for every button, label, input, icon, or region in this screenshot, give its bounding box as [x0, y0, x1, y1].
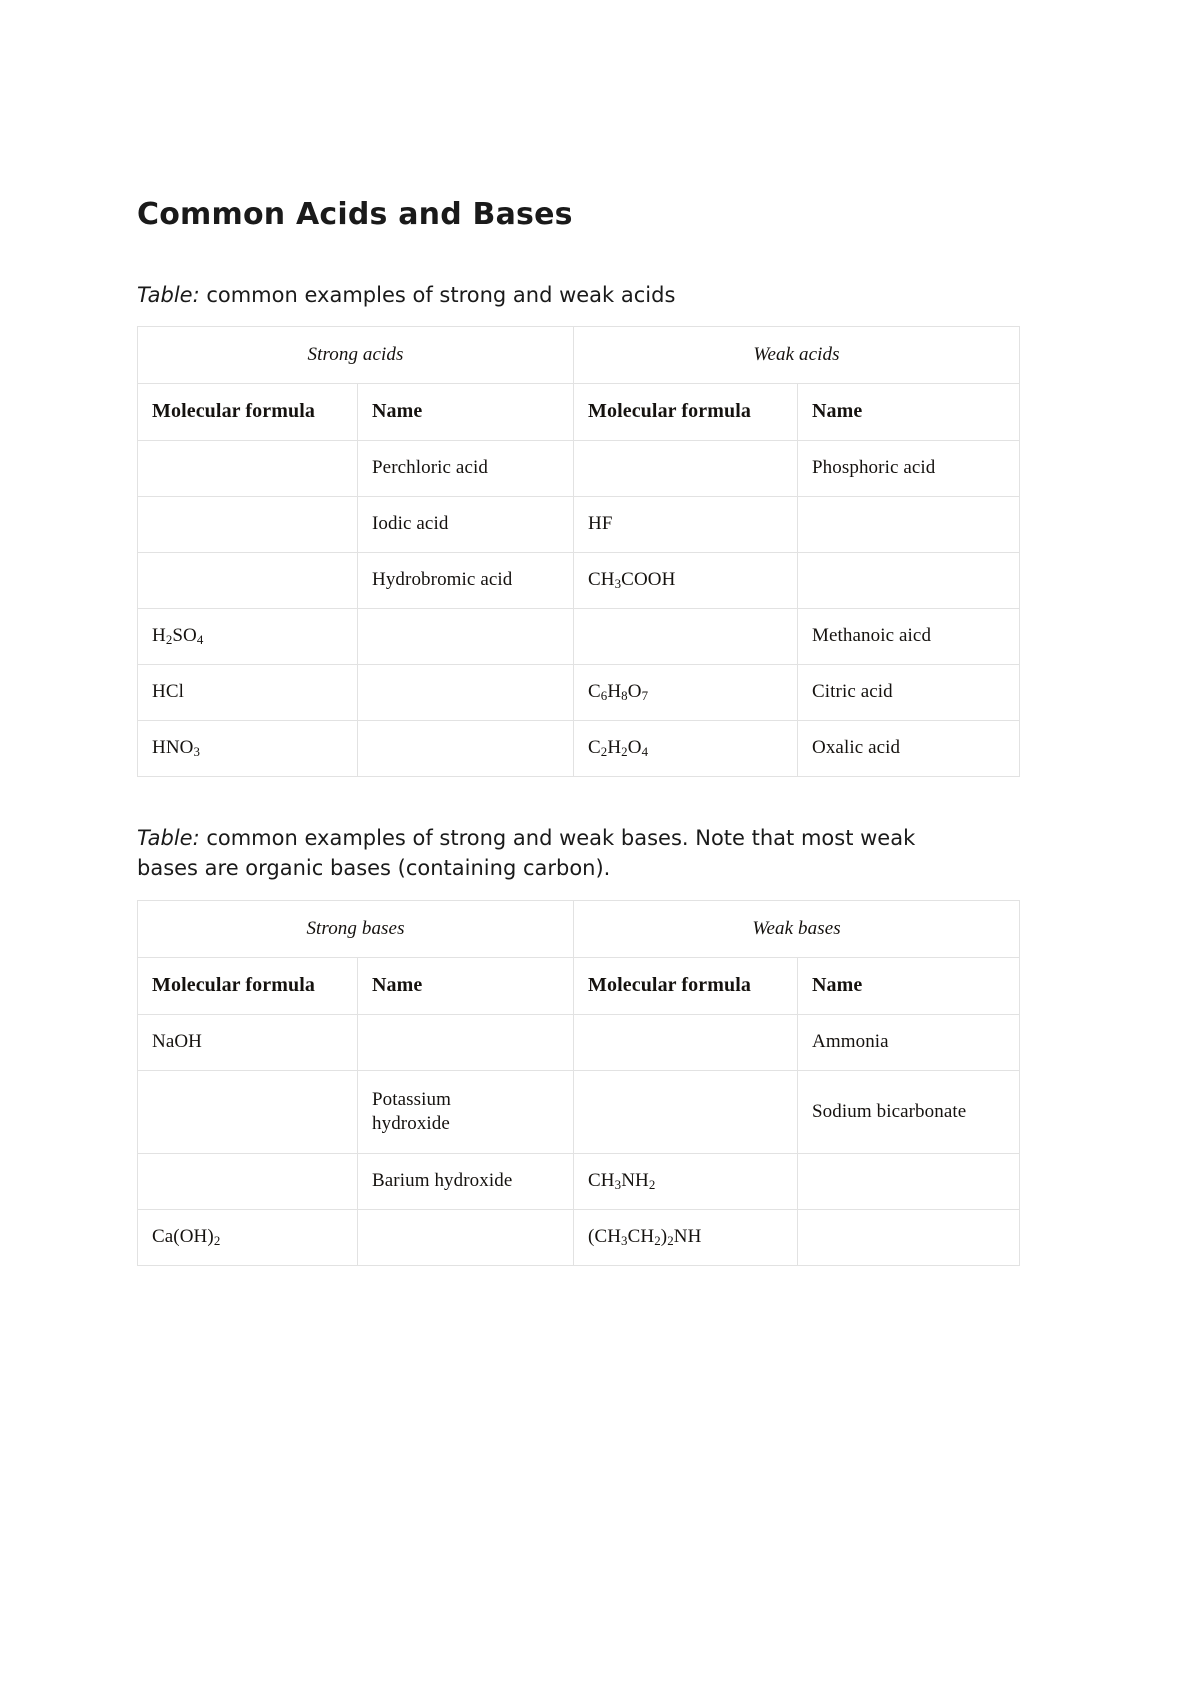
cell-strong-formula: NaOH: [137, 1013, 358, 1071]
table-row: NaOH Ammonia: [137, 1013, 1021, 1071]
bases-table: Strong bases Weak bases Molecular formul…: [136, 899, 1021, 1266]
table-row: Potassium hydroxide Sodium bicarbonate: [137, 1069, 1021, 1154]
bases-caption-text: common examples of strong and weak bases…: [137, 825, 916, 881]
cell-strong-formula: [137, 439, 358, 497]
cell-strong-name: [357, 719, 574, 777]
cell-weak-name: Phosphoric acid: [797, 439, 1020, 497]
table-row: Barium hydroxide CH3NH2: [137, 1152, 1021, 1210]
cell-strong-name: [357, 663, 574, 721]
cell-weak-formula: [573, 1069, 799, 1154]
cell-strong-name: [357, 607, 574, 665]
acids-header-weak-name: Name: [797, 382, 1020, 441]
cell-weak-formula: CH3NH2: [573, 1152, 799, 1210]
table-row: Iodic acid HF: [137, 495, 1020, 553]
cell-weak-name: [797, 1152, 1021, 1210]
cell-strong-formula: [137, 551, 358, 609]
acids-group-weak: Weak acids: [573, 325, 1020, 384]
cell-weak-formula: [573, 439, 798, 497]
table-row: Ca(OH)2 (CH3CH2)2NH: [137, 1208, 1021, 1266]
document-content: Common Acids and Bases Table: common exa…: [136, 196, 1027, 1266]
acids-table-caption: Table: common examples of strong and wea…: [137, 280, 957, 310]
acids-group-strong: Strong acids: [137, 325, 574, 384]
cell-weak-formula: C6H8O7: [573, 663, 798, 721]
table-row: HCl C6H8O7 Citric acid: [137, 663, 1020, 721]
cell-strong-name: Perchloric acid: [357, 439, 574, 497]
cell-strong-formula: H2SO4: [137, 607, 358, 665]
bases-table-caption: Table: common examples of strong and wea…: [137, 823, 957, 884]
cell-weak-name: Citric acid: [797, 663, 1020, 721]
bases-column-header-row: Molecular formula Name Molecular formula…: [137, 956, 1021, 1015]
cell-strong-name: [356, 1208, 575, 1266]
table-row: H2SO4 Methanoic aicd: [137, 607, 1020, 665]
table-row: Hydrobromic acid CH3COOH: [137, 551, 1020, 609]
cell-strong-name: Iodic acid: [357, 495, 574, 553]
bases-header-strong-name: Name: [356, 956, 575, 1015]
bases-group-header-row: Strong bases Weak bases: [136, 899, 1021, 958]
cell-weak-name: Sodium bicarbonate: [797, 1069, 1021, 1154]
acids-caption-lead: Table:: [137, 282, 200, 307]
page-title: Common Acids and Bases: [137, 197, 573, 232]
cell-strong-formula: Ca(OH)2: [137, 1208, 358, 1266]
bases-caption-lead: Table:: [137, 825, 200, 850]
cell-weak-name: [797, 551, 1020, 609]
table-row: Perchloric acid Phosphoric acid: [137, 439, 1020, 497]
cell-strong-formula: HNO3: [137, 719, 358, 777]
cell-weak-formula: (CH3CH2)2NH: [573, 1208, 799, 1266]
bases-header-weak-name: Name: [797, 956, 1021, 1015]
cell-weak-formula: CH3COOH: [573, 551, 798, 609]
bases-group-weak: Weak bases: [573, 899, 1021, 958]
cell-weak-name: Methanoic aicd: [797, 607, 1020, 665]
cell-weak-name: [797, 495, 1020, 553]
acids-column-header-row: Molecular formula Name Molecular formula…: [137, 382, 1020, 441]
cell-strong-name: Barium hydroxide: [356, 1152, 575, 1210]
cell-weak-formula: HF: [573, 495, 798, 553]
acids-header-strong-name: Name: [357, 382, 574, 441]
table-row: HNO3 C2H2O4 Oxalic acid: [137, 719, 1020, 777]
cell-weak-name: Oxalic acid: [797, 719, 1020, 777]
cell-strong-formula: [137, 1152, 358, 1210]
acids-group-header-row: Strong acids Weak acids: [137, 325, 1020, 384]
cell-strong-formula: HCl: [137, 663, 358, 721]
cell-weak-name: Ammonia: [797, 1013, 1021, 1071]
cell-weak-formula: C2H2O4: [573, 719, 798, 777]
cell-strong-name: [356, 1013, 575, 1071]
cell-weak-formula: [573, 1013, 799, 1071]
cell-strong-formula: [137, 1069, 358, 1154]
cell-strong-formula: [137, 495, 358, 553]
cell-strong-name: Potassium hydroxide: [356, 1069, 575, 1154]
cell-weak-name: [797, 1208, 1021, 1266]
acids-header-weak-formula: Molecular formula: [573, 382, 798, 441]
bases-group-strong: Strong bases: [136, 899, 575, 958]
acids-caption-text: common examples of strong and weak acids: [199, 282, 676, 307]
bases-header-strong-formula: Molecular formula: [137, 956, 358, 1015]
acids-table: Strong acids Weak acids Molecular formul…: [137, 325, 1020, 777]
bases-header-weak-formula: Molecular formula: [573, 956, 799, 1015]
cell-weak-formula: [573, 607, 798, 665]
cell-strong-name: Hydrobromic acid: [357, 551, 574, 609]
acids-header-strong-formula: Molecular formula: [137, 382, 358, 441]
